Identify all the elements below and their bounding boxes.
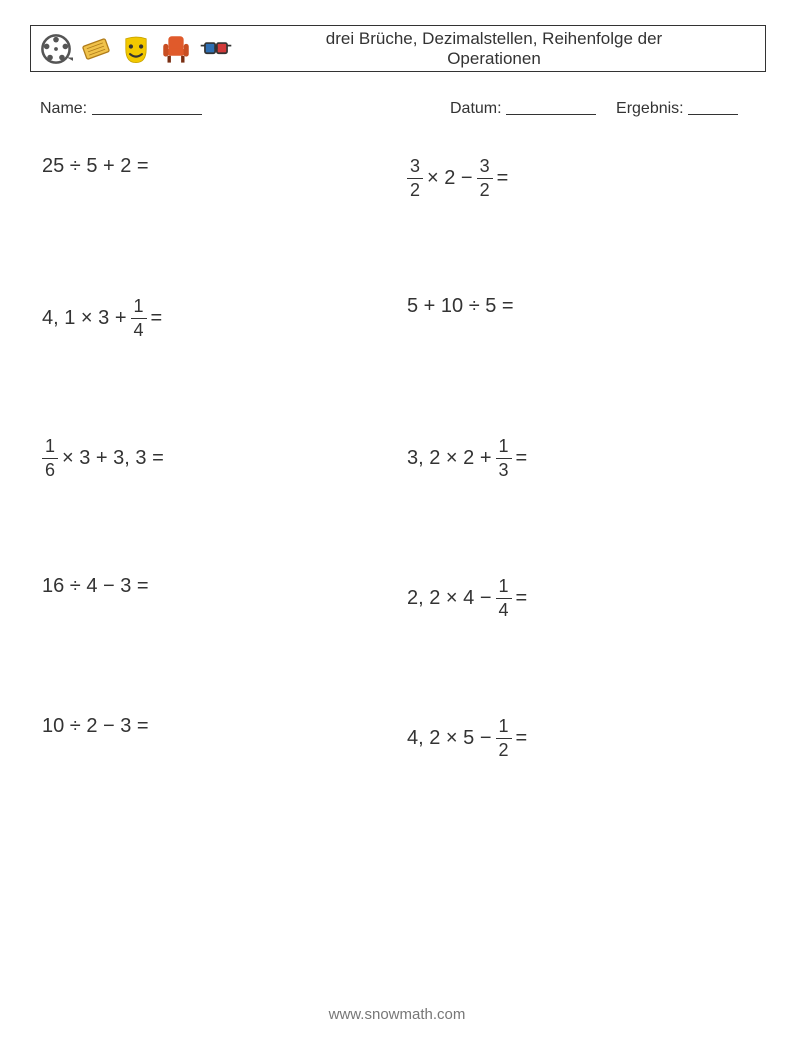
fraction-numerator: 1 — [496, 575, 512, 598]
fraction-denominator: 4 — [496, 599, 512, 622]
glasses3d-icon — [199, 32, 233, 66]
film-reel-icon — [39, 32, 73, 66]
problem-row: 4, 1 × 3 + 14 = 5 + 10 ÷ 5 = — [40, 280, 760, 420]
footer-link: www.snowmath.com — [0, 1006, 794, 1023]
fraction: 14 — [496, 575, 512, 622]
expr-text: × 2 − — [425, 167, 475, 190]
fraction-numerator: 1 — [131, 295, 147, 318]
result-label: Ergebnis: — [616, 100, 684, 117]
problem-cell: 16 × 3 + 3, 3 = — [40, 420, 395, 482]
worksheet-page: drei Brüche, Dezimalstellen, Reihenfolge… — [0, 0, 794, 1053]
problem-cell: 5 + 10 ÷ 5 = — [395, 280, 760, 318]
expr-text: = — [514, 447, 530, 470]
result-blank[interactable] — [688, 98, 738, 115]
expr-text: 4, 1 × 3 + — [40, 307, 129, 330]
expr-text: 10 ÷ 2 − 3 = — [40, 715, 151, 738]
worksheet-title: drei Brüche, Dezimalstellen, Reihenfolge… — [233, 29, 765, 68]
expr-text: 25 ÷ 5 + 2 = — [40, 155, 151, 178]
problem-row: 25 ÷ 5 + 2 =32 × 2 − 32 = — [40, 140, 760, 280]
problem-cell: 25 ÷ 5 + 2 = — [40, 140, 395, 178]
fraction: 12 — [496, 715, 512, 762]
fraction-denominator: 2 — [477, 179, 493, 202]
fraction: 16 — [42, 435, 58, 482]
fraction: 14 — [131, 295, 147, 342]
expr-text: = — [514, 587, 530, 610]
ticket-icon — [79, 32, 113, 66]
fraction: 32 — [477, 155, 493, 202]
title-line1: drei Brüche, Dezimalstellen, Reihenfolge… — [326, 29, 662, 48]
fraction-numerator: 3 — [477, 155, 493, 178]
name-field: Name: — [40, 96, 450, 118]
chair-icon — [159, 32, 193, 66]
problem-cell: 4, 1 × 3 + 14 = — [40, 280, 395, 342]
fraction-numerator: 1 — [496, 715, 512, 738]
fraction-denominator: 3 — [496, 459, 512, 482]
fraction-numerator: 1 — [496, 435, 512, 458]
problem-cell: 10 ÷ 2 − 3 = — [40, 700, 395, 738]
fraction: 13 — [496, 435, 512, 482]
problem-row: 10 ÷ 2 − 3 = 4, 2 × 5 − 12 = — [40, 700, 760, 840]
mask-icon — [119, 32, 153, 66]
fraction-denominator: 2 — [496, 739, 512, 762]
expr-text: 16 ÷ 4 − 3 = — [40, 575, 151, 598]
fraction-denominator: 4 — [131, 319, 147, 342]
expr-text: 5 + 10 ÷ 5 = — [405, 295, 516, 318]
result-field: Ergebnis: — [616, 96, 738, 118]
title-line2: Operationen — [447, 49, 541, 68]
expr-text: = — [514, 727, 530, 750]
expr-text: 4, 2 × 5 − — [405, 727, 494, 750]
problem-row: 16 × 3 + 3, 3 =3, 2 × 2 + 13 = — [40, 420, 760, 560]
expr-text: = — [149, 307, 165, 330]
date-field: Datum: — [450, 96, 596, 118]
name-blank[interactable] — [92, 98, 202, 115]
problem-cell: 2, 2 × 4 − 14 = — [395, 560, 760, 622]
footer-text: www.snowmath.com — [329, 1006, 466, 1023]
problems-grid: 25 ÷ 5 + 2 =32 × 2 − 32 =4, 1 × 3 + 14 =… — [40, 140, 760, 840]
problem-cell: 3, 2 × 2 + 13 = — [395, 420, 760, 482]
meta-row: Name: Datum: Ergebnis: — [40, 96, 760, 118]
header-box: drei Brüche, Dezimalstellen, Reihenfolge… — [30, 25, 766, 72]
expr-text: = — [495, 167, 511, 190]
date-blank[interactable] — [506, 98, 596, 115]
fraction-denominator: 6 — [42, 459, 58, 482]
fraction-numerator: 3 — [407, 155, 423, 178]
fraction-denominator: 2 — [407, 179, 423, 202]
header-icons — [31, 32, 233, 66]
fraction-numerator: 1 — [42, 435, 58, 458]
expr-text: × 3 + 3, 3 = — [60, 447, 166, 470]
problem-cell: 32 × 2 − 32 = — [395, 140, 760, 202]
expr-text: 3, 2 × 2 + — [405, 447, 494, 470]
problem-cell: 16 ÷ 4 − 3 = — [40, 560, 395, 598]
name-label: Name: — [40, 100, 87, 117]
problem-row: 16 ÷ 4 − 3 = 2, 2 × 4 − 14 = — [40, 560, 760, 700]
fraction: 32 — [407, 155, 423, 202]
problem-cell: 4, 2 × 5 − 12 = — [395, 700, 760, 762]
expr-text: 2, 2 × 4 − — [405, 587, 494, 610]
date-label: Datum: — [450, 100, 502, 117]
